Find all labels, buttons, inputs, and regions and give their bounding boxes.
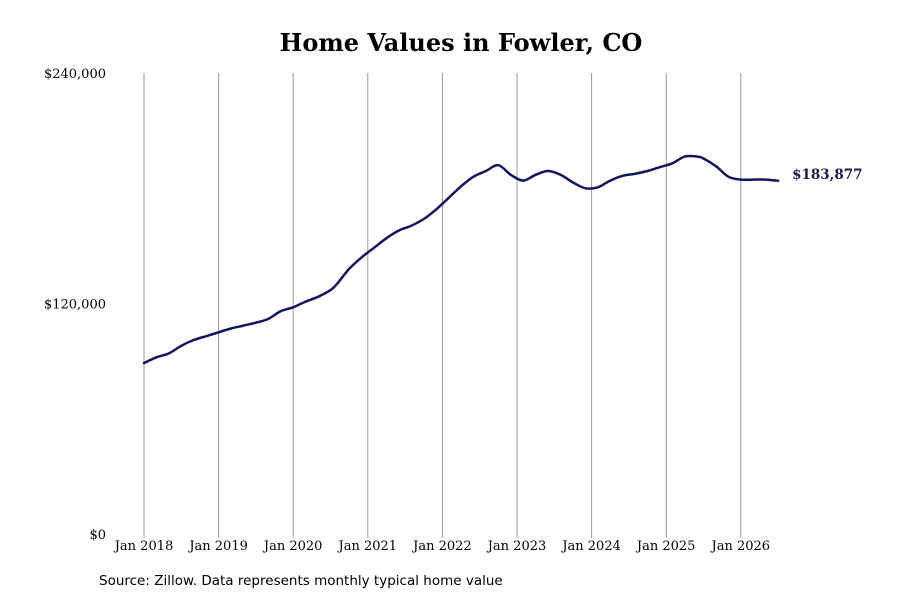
- series-lines: $183,877: [142, 154, 863, 365]
- x-tick-label: Jan 2026: [710, 539, 771, 554]
- x-tick-label: Jan 2022: [411, 539, 472, 554]
- y-tick-label: $0: [89, 528, 106, 543]
- series-line-0: [142, 154, 780, 365]
- chart-title: Home Values in Fowler, CO: [279, 28, 643, 57]
- x-tick-label: Jan 2020: [262, 539, 323, 554]
- y-tick-label: $120,000: [44, 298, 106, 313]
- end-value-label: $183,877: [792, 167, 862, 183]
- x-tick-label: Jan 2023: [486, 539, 547, 554]
- grid-lines: [143, 73, 742, 534]
- x-tick-label: Jan 2024: [560, 539, 621, 554]
- x-tick-label: Jan 2021: [337, 539, 398, 554]
- x-axis: Jan 2018 Jan 2019 Jan 2020 Jan 2021 Jan 2022…: [113, 534, 770, 554]
- x-tick-label: Jan 2019: [187, 539, 248, 554]
- source-note: Source: Zillow. Data represents monthly …: [99, 573, 503, 589]
- x-tick-label: Jan 2018: [113, 539, 174, 554]
- x-tick-label: Jan 2025: [635, 539, 696, 554]
- y-axis: $0 $120,000 $240,000: [44, 67, 106, 543]
- y-tick-label: $240,000: [44, 67, 106, 82]
